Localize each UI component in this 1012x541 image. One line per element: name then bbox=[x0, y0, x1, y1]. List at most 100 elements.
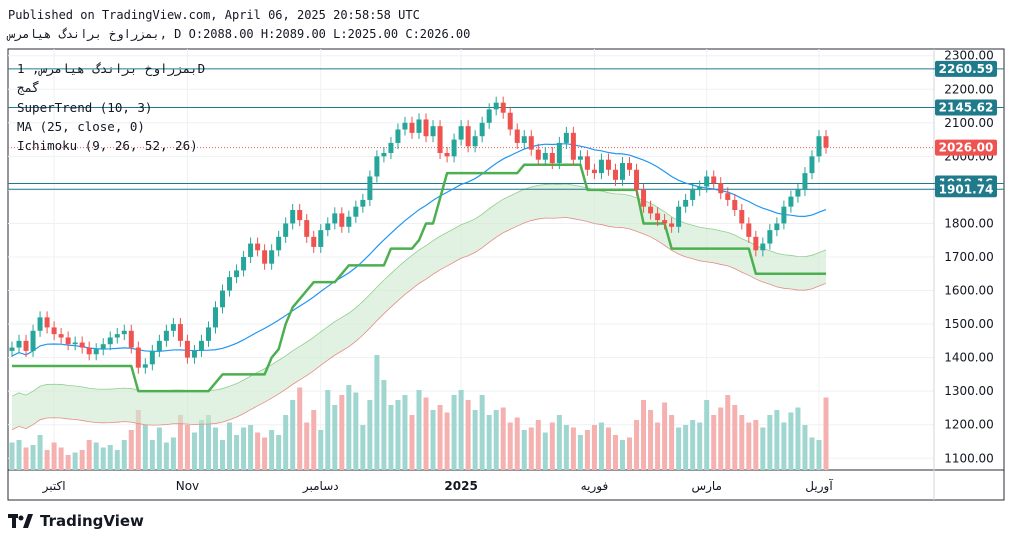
candle-body bbox=[620, 163, 625, 180]
candle-body bbox=[746, 223, 752, 237]
volume-bar bbox=[170, 437, 176, 470]
candle bbox=[37, 311, 43, 337]
tradingview-logo[interactable]: TradingView bbox=[8, 512, 144, 530]
candle bbox=[135, 341, 141, 374]
volume-bar bbox=[184, 425, 190, 470]
volume-bar bbox=[332, 405, 338, 470]
candle-body bbox=[198, 340, 204, 351]
volume-bar bbox=[458, 390, 464, 470]
volume-bar bbox=[9, 442, 15, 470]
candle-body bbox=[458, 126, 464, 140]
candle bbox=[213, 301, 218, 334]
volume-bar bbox=[374, 355, 380, 470]
volume-bar bbox=[662, 402, 668, 470]
volume-bar bbox=[521, 430, 527, 470]
y-tick-label: 1100.00 bbox=[944, 451, 994, 465]
candle bbox=[809, 150, 815, 180]
candle-body bbox=[676, 206, 682, 227]
volume-bar bbox=[711, 415, 717, 470]
candle-body bbox=[65, 337, 71, 345]
volume-bar bbox=[528, 427, 534, 470]
candle-body bbox=[753, 236, 759, 251]
volume-bar bbox=[255, 432, 261, 470]
candle bbox=[9, 341, 15, 357]
volume-bar bbox=[220, 440, 226, 470]
candle-body bbox=[402, 122, 408, 130]
candle-body bbox=[121, 330, 127, 335]
candle-body bbox=[30, 330, 36, 351]
candle-body bbox=[248, 243, 254, 257]
volume-bar bbox=[746, 422, 752, 470]
candle-body bbox=[37, 317, 43, 331]
candle bbox=[816, 130, 822, 163]
candle bbox=[627, 157, 633, 176]
candle-body bbox=[283, 223, 289, 237]
volume-bar bbox=[437, 405, 443, 470]
candle bbox=[269, 244, 275, 270]
candle-body bbox=[577, 156, 583, 160]
volume-bar bbox=[620, 440, 625, 470]
candle bbox=[318, 224, 324, 253]
volume-bar bbox=[65, 455, 71, 470]
legend-title[interactable]: بمزراوخ براندگ هیامرس, 1D bbox=[17, 61, 206, 76]
candle-body bbox=[339, 213, 345, 227]
candle-body bbox=[177, 324, 183, 341]
volume-bar bbox=[276, 435, 282, 470]
volume-bar bbox=[107, 445, 113, 470]
candle-body bbox=[598, 159, 604, 174]
candle-body bbox=[451, 139, 457, 157]
volume-bar bbox=[16, 440, 22, 470]
price-label-bg bbox=[935, 139, 997, 156]
volume-bar bbox=[570, 427, 576, 470]
candle bbox=[290, 203, 296, 230]
ohlc-values: D O:2088.00 H:2089.00 L:2025.00 C:2026.0… bbox=[174, 27, 471, 41]
volume-bar bbox=[395, 400, 401, 470]
candle-body bbox=[332, 213, 338, 224]
candle bbox=[325, 217, 331, 237]
candle-body bbox=[262, 250, 268, 264]
volume-bar bbox=[634, 420, 640, 470]
candle bbox=[760, 237, 766, 257]
volume-bar bbox=[339, 395, 345, 470]
volume-bar bbox=[577, 435, 583, 470]
volume-bar bbox=[128, 430, 134, 470]
candle bbox=[23, 334, 29, 357]
candle-body bbox=[135, 347, 141, 368]
candle-body bbox=[9, 347, 15, 351]
candle bbox=[198, 334, 204, 357]
candle-body bbox=[213, 307, 218, 328]
y-tick-label: 1200.00 bbox=[944, 418, 994, 432]
candle-body bbox=[234, 270, 240, 278]
legend-supertrend[interactable]: SuperTrend (10, 3) bbox=[17, 100, 153, 115]
candle bbox=[535, 143, 541, 166]
candle-body bbox=[535, 149, 541, 160]
volume-bar bbox=[451, 395, 457, 470]
candle bbox=[255, 237, 261, 257]
candle-body bbox=[634, 169, 640, 190]
volume-bar bbox=[297, 387, 303, 470]
legend-ma[interactable]: MA (25, close, 0) bbox=[17, 119, 145, 134]
candle bbox=[493, 96, 499, 116]
price-label-bg bbox=[935, 99, 997, 116]
candle-body bbox=[605, 159, 611, 170]
volume-bar bbox=[732, 405, 738, 470]
volume-bar bbox=[500, 407, 506, 470]
volume-bar bbox=[142, 425, 148, 470]
candle bbox=[381, 146, 387, 163]
candle bbox=[795, 183, 801, 203]
price-label: 1901.74 bbox=[939, 182, 994, 196]
candle-body bbox=[507, 112, 513, 130]
candle-body bbox=[486, 109, 492, 123]
volume-bar bbox=[149, 440, 155, 470]
candle bbox=[163, 324, 169, 347]
legend-ichimoku[interactable]: Ichimoku (9, 26, 52, 26) bbox=[17, 138, 198, 153]
volume-bar bbox=[584, 430, 590, 470]
candle bbox=[788, 190, 794, 213]
candle bbox=[690, 183, 696, 206]
candle bbox=[767, 224, 773, 250]
volume-bar bbox=[655, 422, 661, 470]
volume-bar bbox=[163, 442, 169, 470]
candle bbox=[528, 130, 534, 156]
volume-bar bbox=[100, 447, 106, 470]
